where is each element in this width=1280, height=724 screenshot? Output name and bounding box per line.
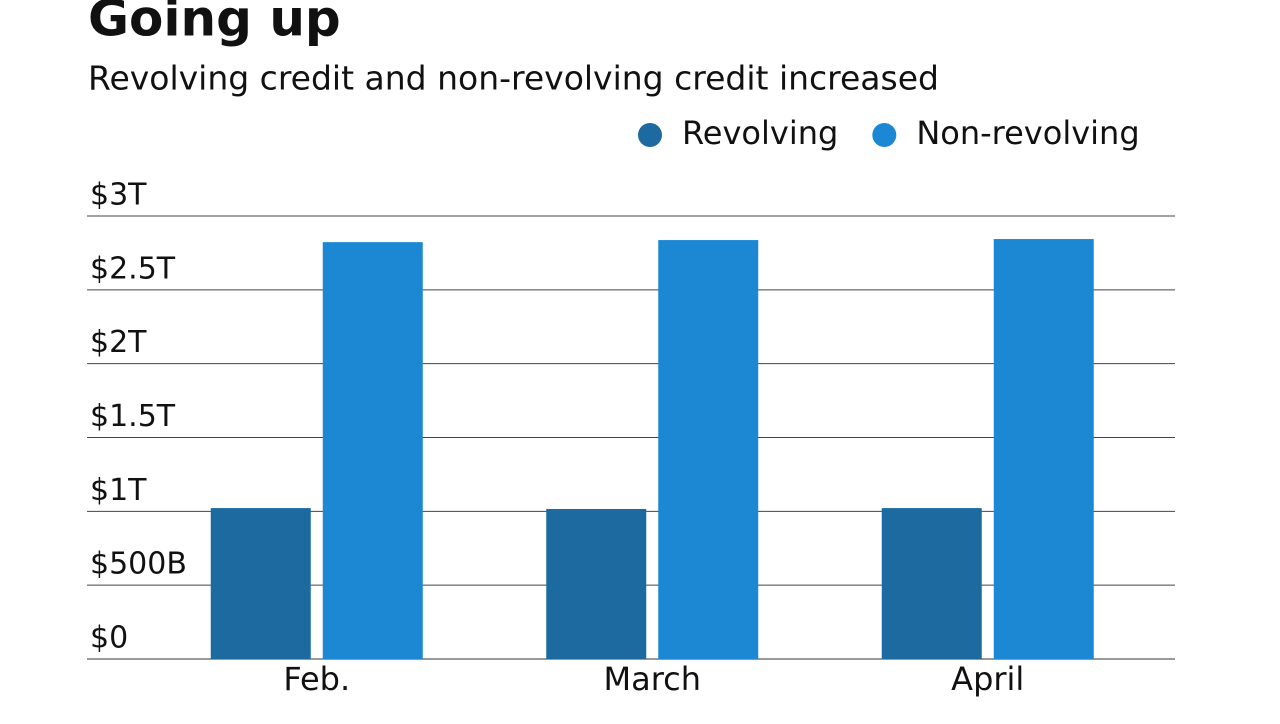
bar — [881, 508, 982, 659]
legend-label: Non-revolving — [916, 114, 1139, 152]
y-tick-label: $3T — [90, 178, 147, 213]
legend-label: Revolving — [682, 114, 838, 152]
x-tick-label: April — [951, 660, 1024, 698]
legend-marker — [638, 123, 662, 147]
chart-title: Going up — [88, 0, 341, 48]
y-tick-label: $0 — [90, 621, 128, 656]
y-tick-label: $2T — [90, 325, 147, 360]
x-tick-label: Feb. — [283, 660, 350, 698]
bar — [322, 242, 423, 659]
y-tick-label: $1.5T — [90, 399, 176, 434]
bar — [546, 508, 647, 659]
y-tick-label: $2.5T — [90, 251, 176, 286]
y-tick-label: $500B — [90, 547, 187, 582]
chart-subtitle: Revolving credit and non-revolving credi… — [88, 59, 939, 98]
legend-marker — [872, 123, 897, 147]
bar — [210, 508, 311, 659]
x-tick-label: March — [603, 660, 701, 698]
y-tick-label: $1T — [90, 473, 147, 508]
bar — [993, 239, 1094, 659]
bar — [658, 240, 759, 659]
